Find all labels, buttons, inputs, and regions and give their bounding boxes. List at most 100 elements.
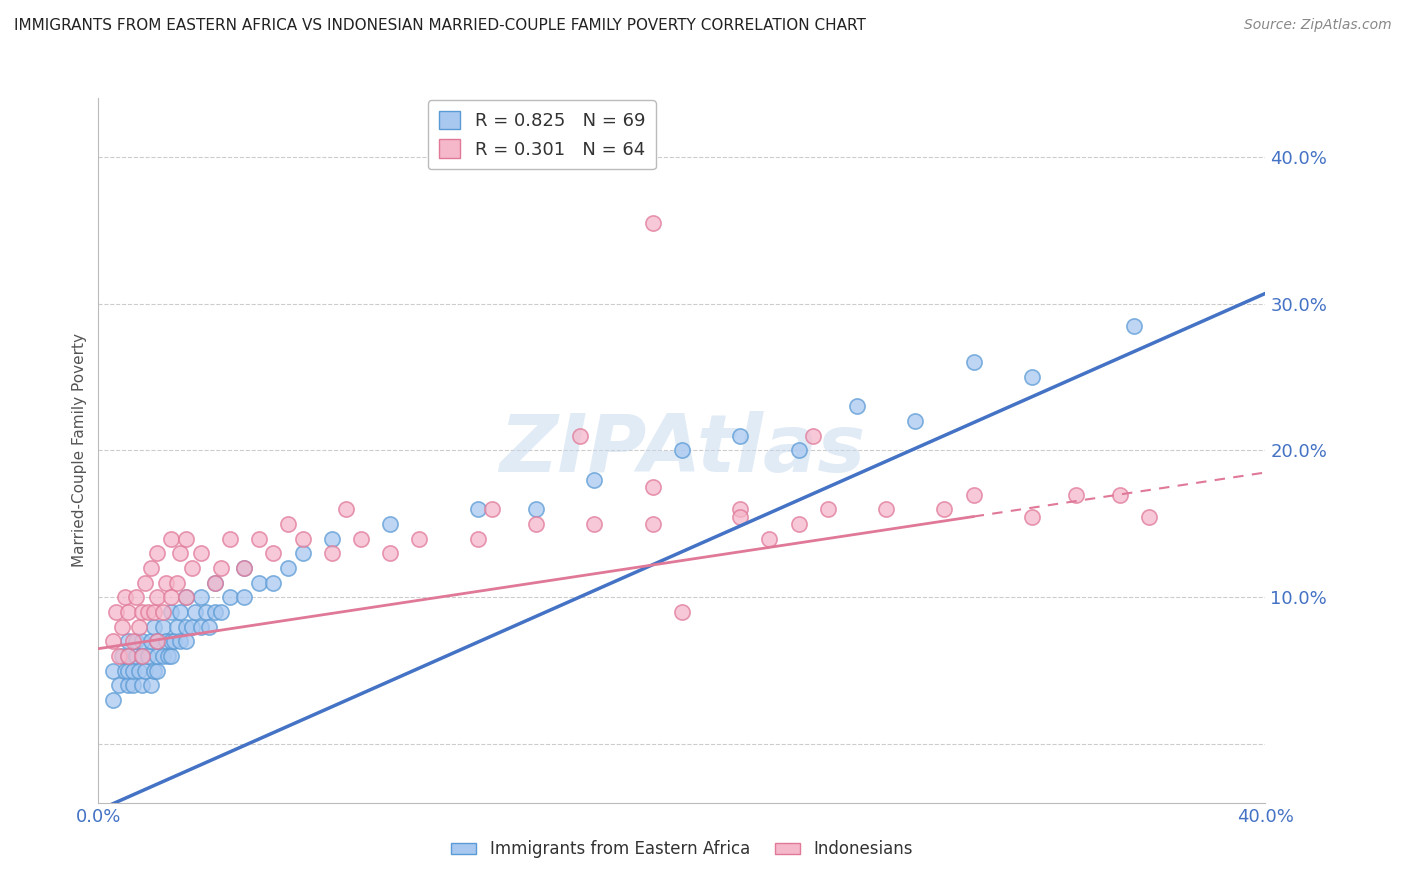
Point — [641, 480, 664, 494]
Point — [277, 516, 299, 531]
Point — [131, 634, 153, 648]
Point — [247, 532, 270, 546]
Point — [174, 591, 197, 605]
Point — [155, 634, 177, 648]
Point — [671, 443, 693, 458]
Point — [174, 532, 197, 546]
Point — [291, 546, 314, 560]
Point — [934, 502, 956, 516]
Point — [204, 575, 226, 590]
Point — [180, 619, 202, 633]
Point — [111, 648, 134, 663]
Point — [146, 664, 169, 678]
Point — [169, 546, 191, 560]
Point — [142, 664, 165, 678]
Point — [166, 575, 188, 590]
Point — [904, 414, 927, 428]
Point — [136, 648, 159, 663]
Point — [117, 664, 139, 678]
Point — [155, 575, 177, 590]
Point — [204, 605, 226, 619]
Point — [122, 678, 145, 692]
Point — [380, 546, 402, 560]
Point — [125, 634, 148, 648]
Point — [233, 561, 256, 575]
Point — [408, 532, 430, 546]
Point — [160, 605, 183, 619]
Point — [174, 634, 197, 648]
Point — [131, 648, 153, 663]
Point — [190, 619, 212, 633]
Point — [134, 664, 156, 678]
Point — [128, 619, 150, 633]
Point — [962, 355, 984, 369]
Point — [1021, 370, 1043, 384]
Point — [122, 634, 145, 648]
Point — [152, 619, 174, 633]
Point — [117, 648, 139, 663]
Point — [321, 532, 343, 546]
Point — [117, 678, 139, 692]
Point — [233, 561, 256, 575]
Point — [114, 664, 136, 678]
Point — [139, 561, 162, 575]
Point — [204, 575, 226, 590]
Point — [481, 502, 503, 516]
Point — [467, 502, 489, 516]
Point — [146, 591, 169, 605]
Point — [111, 619, 134, 633]
Y-axis label: Married-Couple Family Poverty: Married-Couple Family Poverty — [72, 334, 87, 567]
Point — [277, 561, 299, 575]
Point — [152, 648, 174, 663]
Point — [117, 605, 139, 619]
Point — [1137, 509, 1160, 524]
Point — [641, 216, 664, 230]
Point — [291, 532, 314, 546]
Point — [117, 634, 139, 648]
Point — [160, 648, 183, 663]
Point — [174, 591, 197, 605]
Point — [139, 634, 162, 648]
Point — [209, 561, 232, 575]
Point — [142, 605, 165, 619]
Point — [163, 634, 186, 648]
Point — [183, 605, 205, 619]
Point — [152, 605, 174, 619]
Point — [146, 648, 169, 663]
Point — [198, 619, 221, 633]
Point — [146, 634, 169, 648]
Point — [131, 648, 153, 663]
Point — [160, 591, 183, 605]
Text: IMMIGRANTS FROM EASTERN AFRICA VS INDONESIAN MARRIED-COUPLE FAMILY POVERTY CORRE: IMMIGRANTS FROM EASTERN AFRICA VS INDONE… — [14, 18, 866, 33]
Point — [233, 591, 256, 605]
Point — [128, 664, 150, 678]
Point — [875, 502, 897, 516]
Point — [262, 575, 284, 590]
Point — [160, 532, 183, 546]
Point — [730, 509, 752, 524]
Point — [758, 532, 780, 546]
Point — [262, 546, 284, 560]
Point — [146, 546, 169, 560]
Point — [174, 619, 197, 633]
Point — [195, 605, 218, 619]
Point — [134, 575, 156, 590]
Text: Source: ZipAtlas.com: Source: ZipAtlas.com — [1244, 18, 1392, 32]
Point — [524, 502, 547, 516]
Point — [131, 678, 153, 692]
Point — [247, 575, 270, 590]
Point — [583, 473, 606, 487]
Point — [467, 532, 489, 546]
Point — [817, 502, 839, 516]
Point — [350, 532, 373, 546]
Point — [101, 634, 124, 648]
Point — [218, 591, 240, 605]
Point — [169, 605, 191, 619]
Point — [108, 678, 131, 692]
Point — [117, 648, 139, 663]
Text: ZIPAtlas: ZIPAtlas — [499, 411, 865, 490]
Point — [125, 648, 148, 663]
Point — [122, 664, 145, 678]
Point — [641, 516, 664, 531]
Point — [190, 591, 212, 605]
